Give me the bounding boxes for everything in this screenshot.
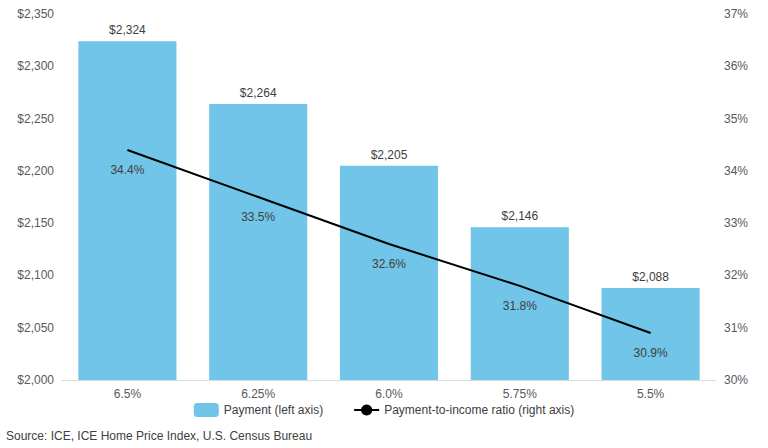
- svg-text:34%: 34%: [724, 164, 748, 178]
- svg-text:33%: 33%: [724, 216, 748, 230]
- svg-text:31.8%: 31.8%: [503, 299, 537, 313]
- svg-text:$2,088: $2,088: [632, 270, 669, 284]
- svg-text:30.9%: 30.9%: [634, 346, 668, 360]
- svg-text:Payment (left axis): Payment (left axis): [224, 403, 323, 417]
- svg-text:30%: 30%: [724, 373, 748, 387]
- svg-text:$2,324: $2,324: [109, 23, 146, 37]
- svg-text:37%: 37%: [724, 7, 748, 21]
- svg-text:$2,350: $2,350: [17, 7, 54, 21]
- svg-text:36%: 36%: [724, 59, 748, 73]
- svg-text:$2,100: $2,100: [17, 268, 54, 282]
- svg-text:$2,250: $2,250: [17, 112, 54, 126]
- svg-text:Payment-to-income ratio (right: Payment-to-income ratio (right axis): [384, 403, 574, 417]
- svg-text:$2,150: $2,150: [17, 216, 54, 230]
- svg-text:33.5%: 33.5%: [241, 210, 275, 224]
- svg-text:32%: 32%: [724, 268, 748, 282]
- svg-text:Source: ICE, ICE Home Price In: Source: ICE, ICE Home Price Index, U.S. …: [6, 429, 312, 443]
- svg-text:$2,146: $2,146: [501, 209, 538, 223]
- svg-text:35%: 35%: [724, 112, 748, 126]
- svg-text:6.5%: 6.5%: [114, 387, 142, 401]
- svg-text:5.5%: 5.5%: [637, 387, 665, 401]
- svg-text:$2,300: $2,300: [17, 59, 54, 73]
- svg-text:$2,205: $2,205: [371, 148, 408, 162]
- svg-text:$2,264: $2,264: [240, 86, 277, 100]
- svg-text:$2,200: $2,200: [17, 164, 54, 178]
- svg-text:6.0%: 6.0%: [375, 387, 403, 401]
- svg-text:31%: 31%: [724, 321, 748, 335]
- svg-text:6.25%: 6.25%: [241, 387, 275, 401]
- svg-text:$2,050: $2,050: [17, 321, 54, 335]
- svg-text:5.75%: 5.75%: [503, 387, 537, 401]
- svg-text:32.6%: 32.6%: [372, 257, 406, 271]
- svg-text:$2,000: $2,000: [17, 373, 54, 387]
- svg-text:34.4%: 34.4%: [110, 163, 144, 177]
